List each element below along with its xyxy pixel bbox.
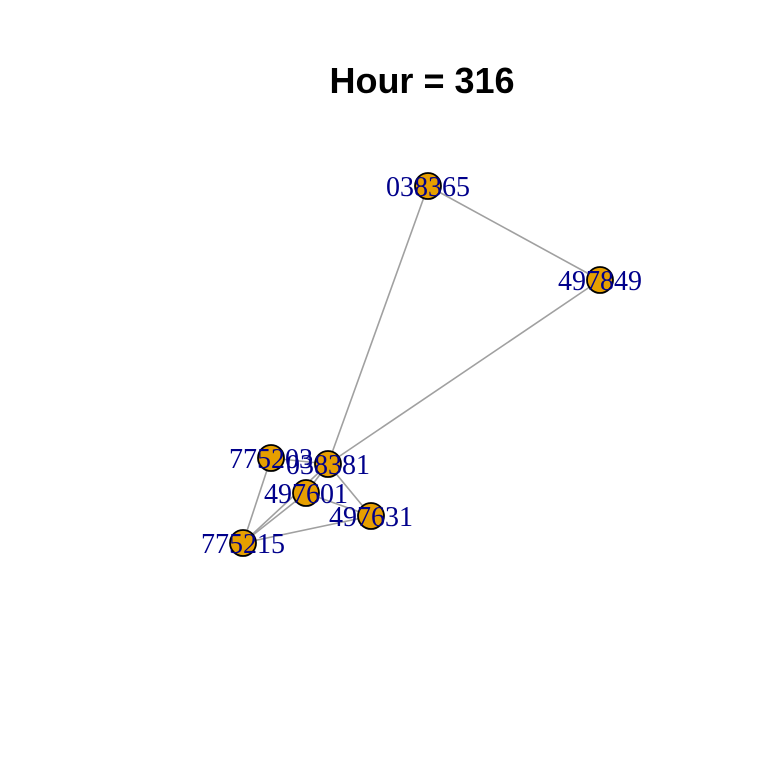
edge-775203-775215: [242, 457, 272, 544]
node-label-497601: 497601: [264, 479, 348, 510]
edge-038365-497849: [427, 185, 601, 281]
node-775203: [257, 444, 285, 472]
node-497849: [586, 266, 614, 294]
edge-497631-775215: [242, 515, 372, 544]
edge-038381-775215: [242, 463, 329, 544]
node-label-775203: 775203: [229, 444, 313, 475]
node-label-497631: 497631: [329, 502, 413, 533]
edge-497849-038381: [327, 279, 601, 465]
node-775215: [229, 529, 257, 557]
node-label-038365: 038365: [386, 172, 470, 203]
node-label-497849: 497849: [558, 266, 642, 297]
node-497601: [292, 479, 320, 507]
node-038365: [414, 172, 442, 200]
node-layer: [229, 172, 614, 557]
node-038381: [314, 450, 342, 478]
node-497631: [357, 502, 385, 530]
edge-038365-038381: [327, 185, 429, 465]
plot-title: Hour = 316: [329, 60, 514, 101]
node-label-775215: 775215: [201, 529, 285, 560]
node-label-038381: 038381: [286, 450, 370, 481]
